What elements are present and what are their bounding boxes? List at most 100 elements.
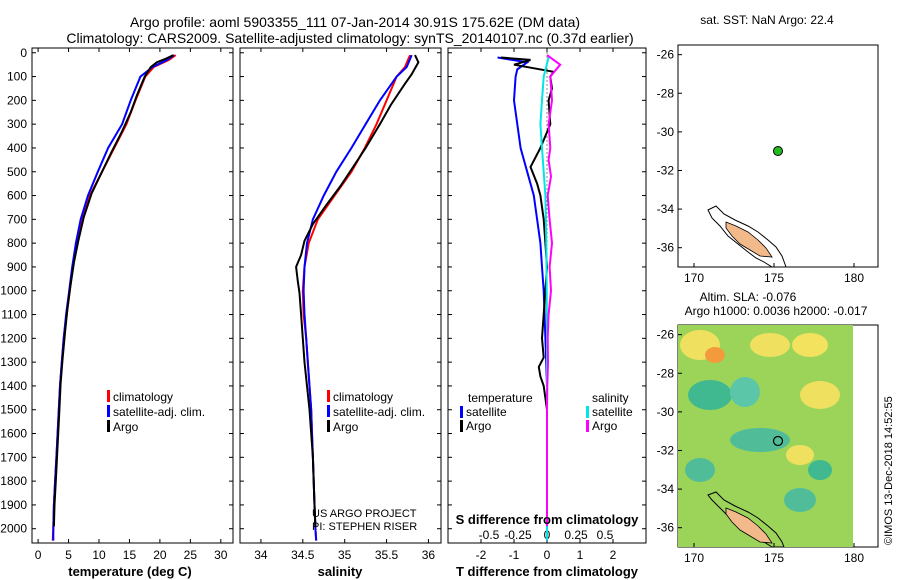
legend-temp-head: temperature <box>468 391 533 405</box>
float-location-marker <box>772 435 784 447</box>
depth-tick-label: 500 <box>7 165 27 179</box>
lon-tick-label: 170 <box>684 271 704 285</box>
x-tick-label: 35 <box>338 548 352 562</box>
salinity-legend: climatology satellite-adj. clim. Argo <box>327 390 425 434</box>
depth-tick-label: 1900 <box>0 498 27 512</box>
series-line-1 <box>52 54 175 541</box>
x-tick-label: 15 <box>123 548 137 562</box>
x-tick-label: 2 <box>610 548 617 562</box>
lat-tick-label: -30 <box>657 405 675 419</box>
depth-tick-label: 2000 <box>0 522 27 536</box>
depth-tick-label: 1100 <box>1 308 27 322</box>
lat-tick-label: -34 <box>657 482 675 496</box>
x-tick-label: 34.5 <box>291 548 315 562</box>
credit-pi: PI: STEPHEN RISER <box>312 521 417 533</box>
sla-title2: Argo h1000: 0.0036 h2000: -0.017 <box>685 304 868 318</box>
sla-title1: Altim. SLA: -0.076 <box>700 290 797 304</box>
temperature-series <box>51 54 177 541</box>
depth-tick-label: 800 <box>7 236 27 250</box>
lat-tick-label: -36 <box>657 241 675 255</box>
sla-coastline <box>707 491 785 548</box>
lat-tick-label: -34 <box>657 202 675 216</box>
lon-tick-label: 180 <box>844 271 864 285</box>
lat-tick-label: -26 <box>657 48 675 62</box>
legend-tsat-label: satellite <box>466 405 507 419</box>
legend-sat-label: satellite-adj. clim. <box>333 405 425 419</box>
s-diff-tick-label: -0.5 <box>479 528 500 542</box>
s-diff-tick-label: -0.25 <box>504 528 532 542</box>
series-line-2 <box>295 54 420 527</box>
lon-tick-label: 170 <box>684 551 704 565</box>
temperature-panel: 0100200300400500600700800900100011001200… <box>0 46 234 579</box>
x-tick-label: 0 <box>544 548 551 562</box>
difference-series <box>497 54 562 541</box>
difference-panel: -2 -1 0 1 2 -0.5 -0.25 0 0.25 0.5 T difference f… <box>447 47 647 579</box>
legend-clim-label: climatology <box>113 390 173 404</box>
depth-tick-label: 1500 <box>0 403 27 417</box>
series-line-2 <box>52 54 174 527</box>
title-line1: Argo profile: aoml 5903355_111 07-Jan-20… <box>130 14 580 30</box>
x-tick-label: 30 <box>214 548 228 562</box>
legend-clim-swatch <box>327 390 330 402</box>
x-tick-label: 20 <box>153 548 167 562</box>
salinity-series <box>295 54 420 541</box>
s-diff-tick-label: 0.5 <box>597 528 614 542</box>
x-tick-label: -1 <box>509 548 520 562</box>
depth-tick-label: 0 <box>20 46 27 60</box>
depth-tick-label: 400 <box>7 141 27 155</box>
lon-tick-label: 175 <box>764 551 784 565</box>
series-line-0 <box>497 56 548 541</box>
legend-sat-swatch <box>107 405 110 417</box>
depth-tick-label: 200 <box>7 93 27 107</box>
series-line-1 <box>302 54 413 541</box>
x-tick-label: 1 <box>577 548 584 562</box>
legend-sal-head: salinity <box>592 391 629 405</box>
legend-argo-label: Argo <box>113 420 139 434</box>
sst-coastline <box>707 205 787 268</box>
legend-argo-swatch <box>107 420 110 432</box>
difference-xticks: -2 -1 0 1 2 <box>476 48 617 562</box>
temperature-axes <box>31 47 234 544</box>
legend-targo-swatch <box>460 420 463 432</box>
lon-tick-label: 180 <box>844 551 864 565</box>
series-line-3 <box>546 54 562 527</box>
lat-tick-label: -32 <box>657 163 675 177</box>
x-tick-label: 35.5 <box>375 548 399 562</box>
depth-tick-label: 1000 <box>0 284 27 298</box>
imos-timestamp: ©IMOS 13-Dec-2018 14:52:55 <box>883 396 895 545</box>
salinity-yticks <box>240 52 441 530</box>
legend-clim-label: climatology <box>333 390 393 404</box>
legend-tsat-swatch <box>460 406 463 418</box>
sst-map: sat. SST: NaN Argo: 22.4 -26 -28 -30 -32 -34… <box>657 13 879 285</box>
x-tick-label: 25 <box>184 548 198 562</box>
float-location-marker <box>773 146 783 156</box>
difference-xlabel: T difference from climatology <box>456 564 639 579</box>
salinity-xticks: 34 34.5 35 35.5 36 <box>254 48 435 562</box>
credit-project: US ARGO PROJECT <box>312 508 417 520</box>
legend-sargo-label: Argo <box>592 419 618 433</box>
temperature-xlabel: temperature (deg C) <box>68 564 192 579</box>
sst-lon-ticks: 170 175 180 <box>684 263 864 285</box>
legend-sat-swatch <box>327 405 330 417</box>
depth-tick-label: 1600 <box>0 427 27 441</box>
legend-argo-label: Argo <box>333 420 359 434</box>
x-tick-label: -2 <box>476 548 487 562</box>
sla-blobs <box>680 330 840 512</box>
x-tick-label: 36 <box>422 548 436 562</box>
s-difference-label: S difference from climatology <box>456 512 640 527</box>
series-line-0 <box>301 54 411 541</box>
x-tick-label: 34 <box>254 548 268 562</box>
depth-tick-label: 1700 <box>0 450 27 464</box>
sla-lon-ticks: 170 175 180 <box>684 543 864 565</box>
x-tick-label: 5 <box>65 548 72 562</box>
lat-tick-label: -28 <box>657 366 675 380</box>
depth-tick-label: 1300 <box>0 355 27 369</box>
depth-tick-label: 600 <box>7 189 27 203</box>
salinity-axes <box>239 47 442 544</box>
series-line-0 <box>51 54 177 541</box>
s-diff-tick-label: 0.25 <box>564 528 588 542</box>
legend-sargo-swatch <box>586 420 589 432</box>
sla-lat-ticks: -26 -28 -30 -32 -34 -36 <box>657 328 682 535</box>
depth-tick-label: 700 <box>7 212 27 226</box>
